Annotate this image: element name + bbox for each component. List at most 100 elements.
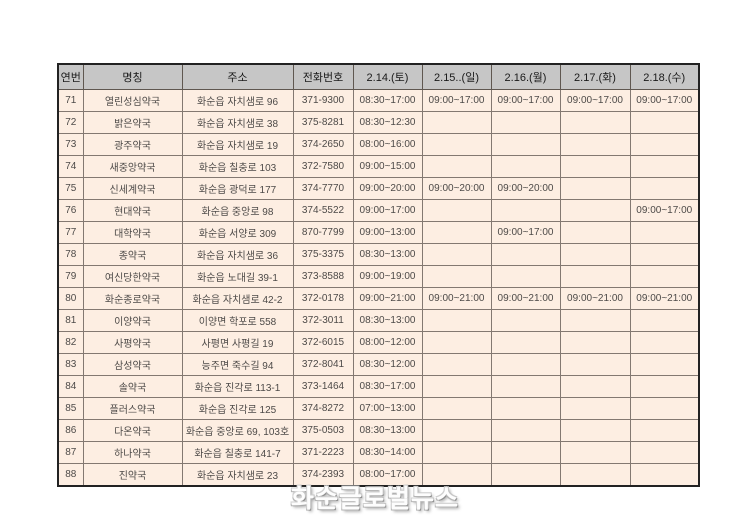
column-header-hours-sat: 2.14.(토) [352, 63, 423, 90]
cell-hours-mon [490, 199, 561, 222]
cell-address: 화순읍 진각로 125 [181, 397, 294, 420]
table-header-row: 연번 명칭 주소 전화번호 2.14.(토) 2.15..(일) 2.16.(월) 2.17.… [57, 63, 700, 90]
cell-row-number: 86 [57, 419, 84, 442]
table-row: 81 이양약국 이양면 학포로 558 372-3011 08:30~13:00 [57, 309, 700, 332]
cell-hours-tue [559, 243, 631, 266]
cell-hours-sat: 09:00~20:00 [352, 177, 423, 200]
cell-hours-tue [559, 133, 631, 156]
column-header-hours-mon: 2.16.(월) [490, 63, 561, 90]
table-row: 78 종약국 화순읍 자치샘로 36 375-3375 08:30~13:00 [57, 243, 700, 266]
cell-row-number: 87 [57, 441, 84, 464]
table-row: 72 밝은약국 화순읍 자치샘로 38 375-8281 08:30~12:30 [57, 111, 700, 134]
cell-hours-sat: 08:30~13:00 [352, 309, 423, 332]
cell-hours-mon [490, 441, 561, 464]
cell-phone-number: 374-7770 [292, 177, 354, 200]
cell-pharmacy-name: 화순종로약국 [82, 287, 183, 310]
cell-hours-mon [490, 397, 561, 420]
column-header-hours-wed: 2.18.(수) [629, 63, 700, 90]
cell-address: 화순읍 자치샘로 36 [181, 243, 294, 266]
cell-hours-sun [421, 331, 492, 354]
cell-hours-sat: 08:30~13:00 [352, 419, 423, 442]
cell-row-number: 75 [57, 177, 84, 200]
column-header-address: 주소 [181, 63, 294, 90]
cell-hours-tue [559, 177, 631, 200]
cell-hours-mon: 09:00~17:00 [490, 89, 561, 112]
cell-address: 화순읍 칠충로 103 [181, 155, 294, 178]
cell-hours-sun [421, 111, 492, 134]
cell-hours-mon [490, 463, 561, 487]
cell-hours-mon [490, 155, 561, 178]
cell-pharmacy-name: 신세계약국 [82, 177, 183, 200]
cell-hours-wed [629, 419, 700, 442]
cell-address: 화순읍 노대길 39-1 [181, 265, 294, 288]
cell-pharmacy-name: 대학약국 [82, 221, 183, 244]
cell-phone-number: 372-8041 [292, 353, 354, 376]
cell-hours-sun [421, 133, 492, 156]
cell-hours-mon [490, 375, 561, 398]
cell-address: 화순읍 칠충로 141-7 [181, 441, 294, 464]
cell-hours-mon [490, 243, 561, 266]
cell-phone-number: 372-0178 [292, 287, 354, 310]
cell-row-number: 72 [57, 111, 84, 134]
table-row: 75 신세계약국 화순읍 광덕로 177 374-7770 09:00~20:00 09:… [57, 177, 700, 200]
cell-hours-sat: 08:30~14:00 [352, 441, 423, 464]
cell-hours-sat: 09:00~15:00 [352, 155, 423, 178]
cell-hours-wed [629, 243, 700, 266]
cell-row-number: 84 [57, 375, 84, 398]
table-row: 77 대학약국 화순읍 서양로 309 870-7799 09:00~13:00 09:0… [57, 221, 700, 244]
cell-hours-mon [490, 309, 561, 332]
cell-hours-tue [559, 419, 631, 442]
cell-pharmacy-name: 종약국 [82, 243, 183, 266]
cell-hours-sun: 09:00~21:00 [421, 287, 492, 310]
column-header-pharmacy-name: 명칭 [82, 63, 183, 90]
cell-row-number: 81 [57, 309, 84, 332]
cell-address: 화순읍 광덕로 177 [181, 177, 294, 200]
table-row: 80 화순종로약국 화순읍 자치샘로 42-2 372-0178 09:00~21:00… [57, 287, 700, 310]
cell-hours-sun [421, 309, 492, 332]
cell-hours-tue [559, 397, 631, 420]
cell-hours-sat: 09:00~17:00 [352, 199, 423, 222]
cell-hours-mon [490, 265, 561, 288]
cell-pharmacy-name: 새중앙약국 [82, 155, 183, 178]
cell-hours-tue [559, 155, 631, 178]
cell-hours-mon: 09:00~20:00 [490, 177, 561, 200]
cell-hours-sat: 08:30~13:00 [352, 243, 423, 266]
cell-address: 화순읍 진각로 113-1 [181, 375, 294, 398]
cell-hours-wed [629, 265, 700, 288]
cell-pharmacy-name: 사평약국 [82, 331, 183, 354]
cell-hours-wed [629, 331, 700, 354]
table-row: 79 여신당한약국 화순읍 노대길 39-1 373-8588 09:00~19:00 [57, 265, 700, 288]
cell-hours-sat: 08:30~12:00 [352, 353, 423, 376]
cell-hours-sun [421, 155, 492, 178]
cell-hours-mon [490, 331, 561, 354]
cell-pharmacy-name: 진약국 [82, 463, 183, 487]
cell-hours-tue [559, 221, 631, 244]
column-header-row-number: 연번 [57, 63, 84, 90]
cell-hours-tue [559, 463, 631, 487]
cell-hours-tue [559, 331, 631, 354]
cell-hours-wed [629, 111, 700, 134]
cell-hours-tue [559, 375, 631, 398]
cell-hours-sun [421, 265, 492, 288]
cell-address: 능주면 죽수길 94 [181, 353, 294, 376]
cell-address: 사평면 사평길 19 [181, 331, 294, 354]
cell-address: 화순읍 자치샘로 23 [181, 463, 294, 487]
cell-hours-mon [490, 111, 561, 134]
cell-phone-number: 372-3011 [292, 309, 354, 332]
cell-hours-wed [629, 155, 700, 178]
cell-pharmacy-name: 열린성심약국 [82, 89, 183, 112]
cell-address: 화순읍 서양로 309 [181, 221, 294, 244]
cell-phone-number: 372-7580 [292, 155, 354, 178]
cell-hours-mon [490, 353, 561, 376]
cell-phone-number: 375-0503 [292, 419, 354, 442]
cell-row-number: 73 [57, 133, 84, 156]
cell-hours-mon: 09:00~21:00 [490, 287, 561, 310]
cell-hours-sun [421, 397, 492, 420]
table-row: 83 삼성약국 능주면 죽수길 94 372-8041 08:30~12:00 [57, 353, 700, 376]
cell-address: 화순읍 자치샘로 19 [181, 133, 294, 156]
cell-hours-sat: 08:30~12:30 [352, 111, 423, 134]
cell-hours-wed [629, 397, 700, 420]
cell-phone-number: 870-7799 [292, 221, 354, 244]
cell-hours-sat: 08:00~12:00 [352, 331, 423, 354]
table-row: 87 하나약국 화순읍 칠충로 141-7 371-2223 08:30~14:00 [57, 441, 700, 464]
